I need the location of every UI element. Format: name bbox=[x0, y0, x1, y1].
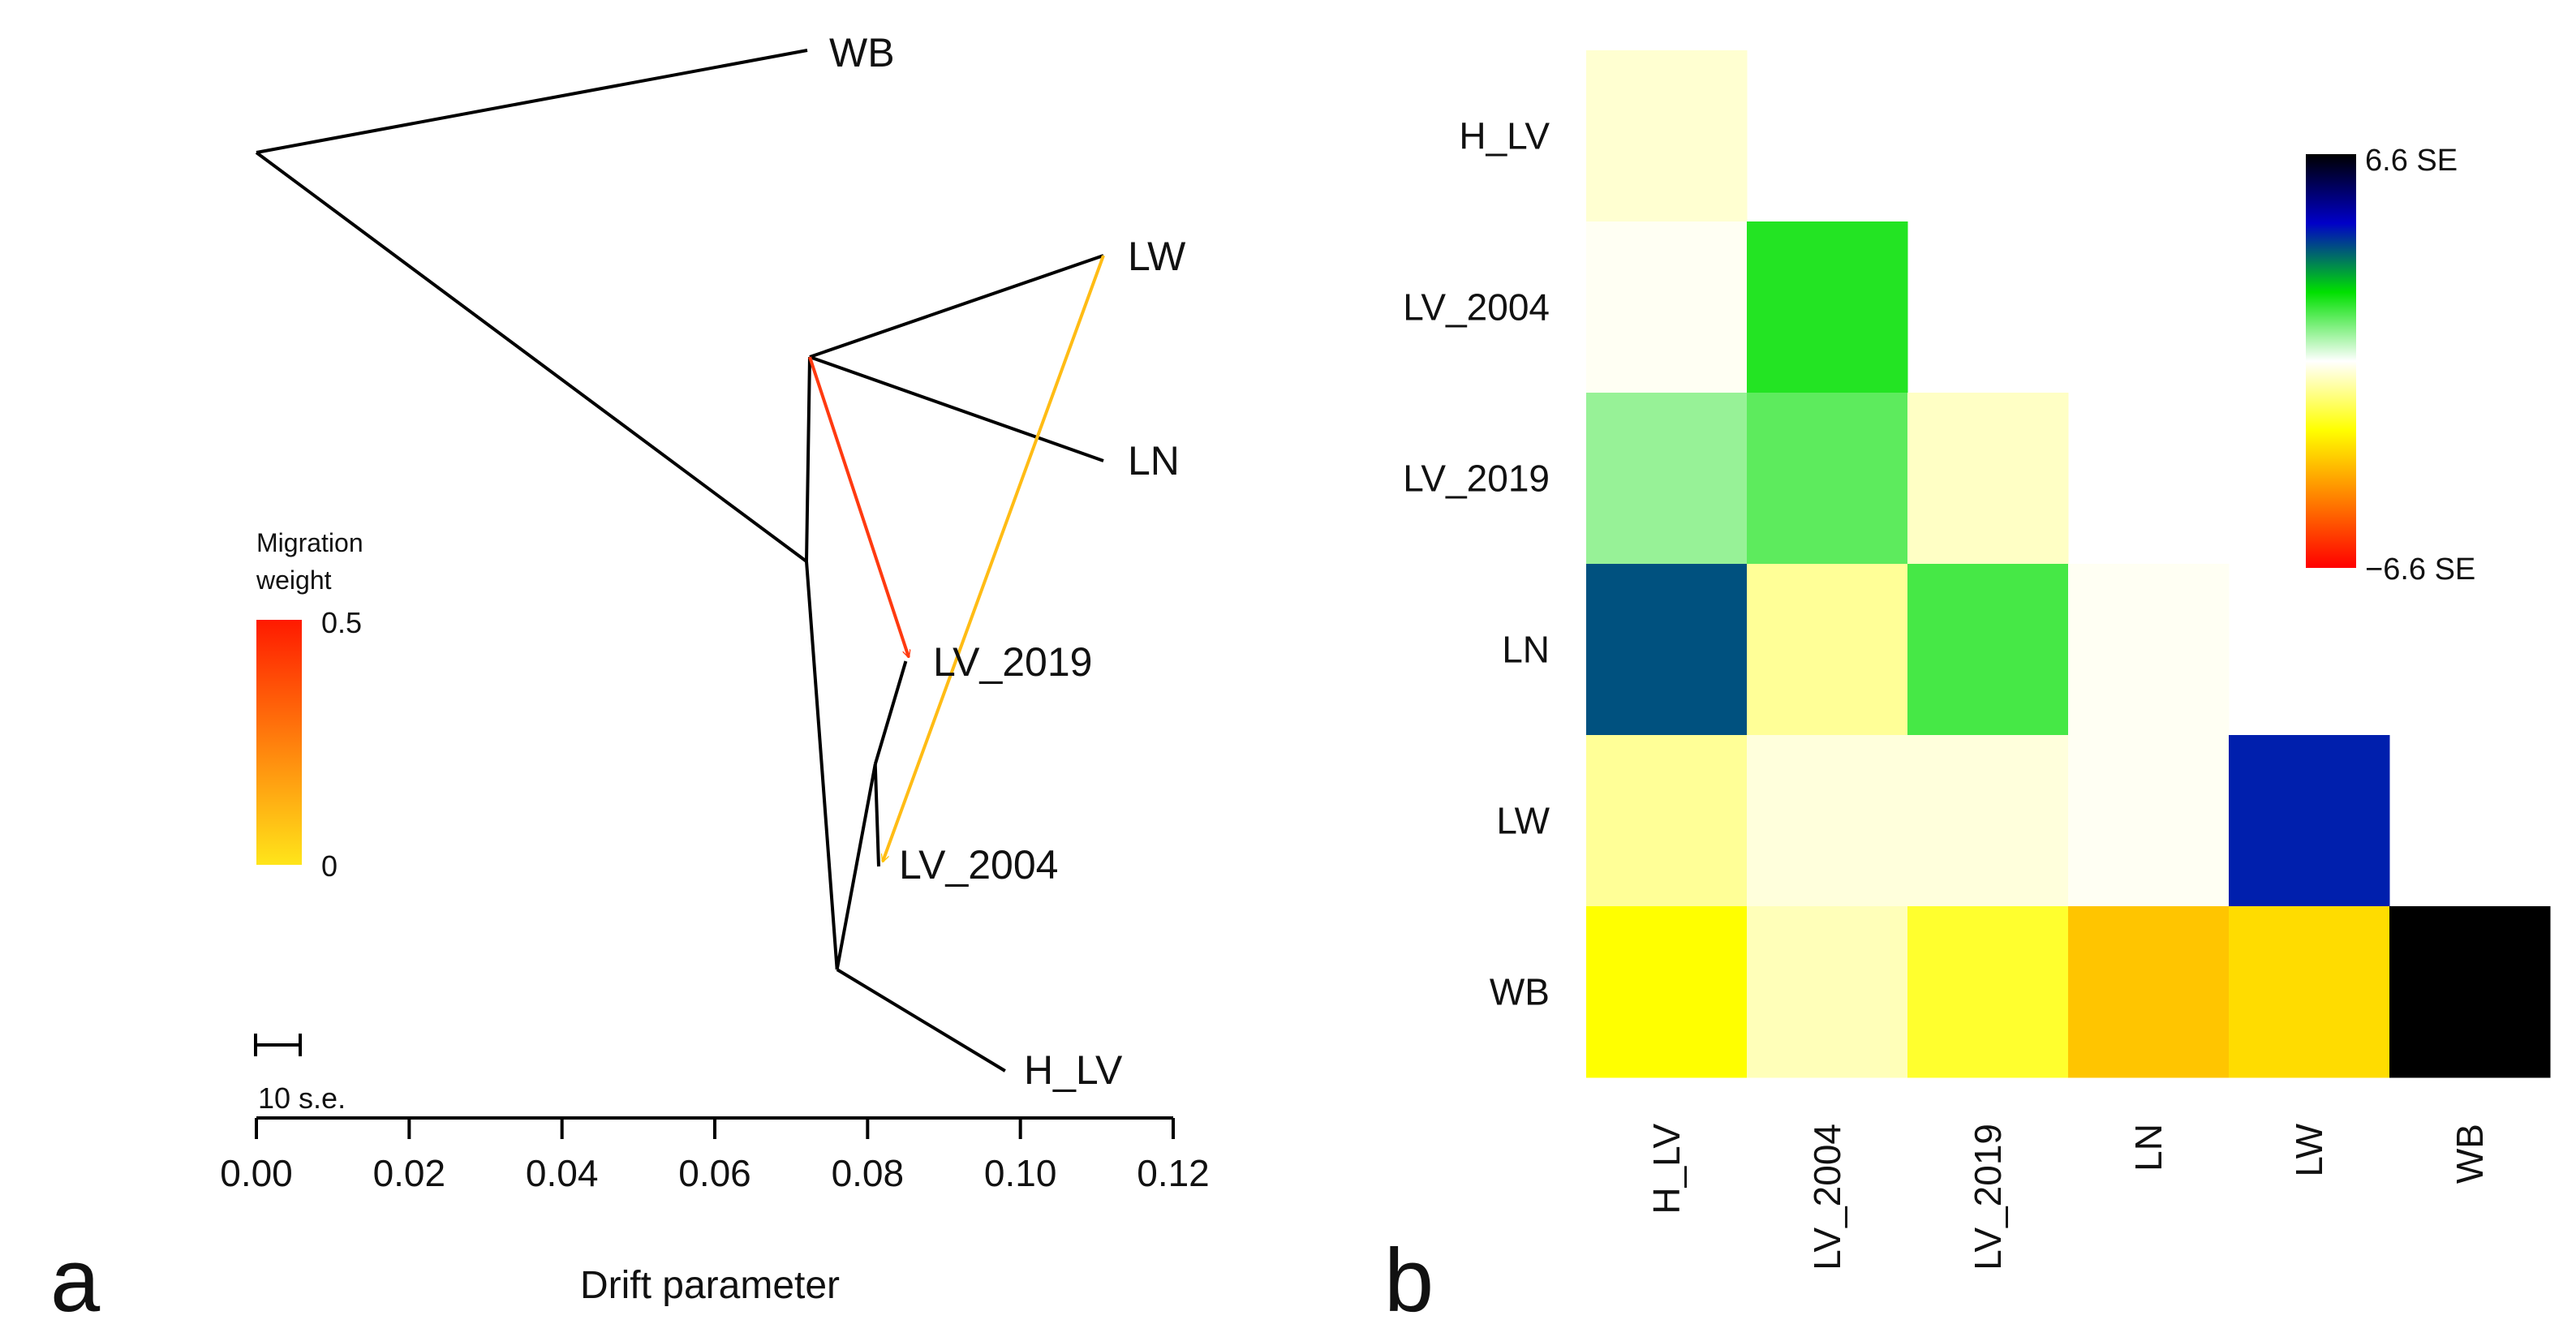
x-tick-label-1: 0.02 bbox=[373, 1152, 446, 1194]
leaf-label-LN: LN bbox=[1128, 438, 1180, 484]
x-axis: 0.00 0.02 0.04 0.06 0.08 0.10 0.12 bbox=[220, 1116, 1210, 1194]
panel-label-a: a bbox=[50, 1231, 101, 1331]
x-tick-label-4: 0.08 bbox=[832, 1152, 905, 1194]
leaf-label-LV_2004: LV_2004 bbox=[899, 842, 1058, 888]
tree-leaf-labels: WB LW LN LV_2019 LV_2004 H_LV bbox=[829, 30, 1186, 1093]
heatmap-cell-LW-LV_2019 bbox=[1907, 735, 2069, 907]
colorbar-max-label: 6.6 SE bbox=[2365, 144, 2458, 178]
migration-edge-LW-LV_2004 bbox=[883, 255, 1105, 862]
heatmap-col-label-WB: WB bbox=[2449, 1124, 2491, 1184]
heatmap-row-label-LW: LW bbox=[1496, 800, 1550, 842]
panel-b-heatmap: H_LV LV_2004 LV_2019 LN LW WB H_LV LV_2004 LV_2… bbox=[1384, 50, 2551, 1331]
scale-bar bbox=[254, 1034, 302, 1056]
heatmap-cell-LW-LN bbox=[2068, 735, 2230, 907]
heatmap-col-label-H_LV: H_LV bbox=[1645, 1124, 1688, 1214]
heatmap-cell-LW-LV_2004 bbox=[1747, 735, 1908, 907]
heatmap-col-labels: H_LV LV_2004 LV_2019 LN LW WB bbox=[1645, 1123, 2491, 1270]
colorbar-min-label: −6.6 SE bbox=[2365, 552, 2475, 587]
heatmap-cell-LV_2019-LV_2004 bbox=[1747, 393, 1908, 565]
heatmap-cell-H_LV-H_LV bbox=[1586, 50, 1748, 222]
migration-legend-colorbar bbox=[256, 620, 302, 865]
heatmap-cell-LV_2019-LV_2019 bbox=[1907, 393, 2069, 565]
x-tick-label-3: 0.06 bbox=[678, 1152, 751, 1194]
heatmap-cell-LW-LW bbox=[2229, 735, 2390, 907]
migration-legend-max: 0.5 bbox=[321, 606, 362, 639]
x-tick-label-6: 0.12 bbox=[1137, 1152, 1210, 1194]
heatmap-row-label-LV_2004: LV_2004 bbox=[1403, 286, 1550, 329]
tree-edge-root-WB bbox=[256, 49, 808, 154]
heatmap-cell-LW-H_LV bbox=[1586, 735, 1748, 907]
migration-legend-title-1: Migration bbox=[256, 528, 363, 557]
migration-legend-min: 0 bbox=[321, 849, 338, 883]
heatmap-cell-LN-LV_2019 bbox=[1907, 564, 2069, 736]
tree-edge-n4-LV_2004 bbox=[873, 763, 880, 867]
heatmap-cell-WB-LV_2004 bbox=[1747, 906, 1908, 1078]
heatmap-cell-WB-LN bbox=[2068, 906, 2230, 1078]
leaf-label-LV_2019: LV_2019 bbox=[933, 639, 1092, 685]
heatmap-cell-LN-LV_2004 bbox=[1747, 564, 1908, 736]
x-tick-label-5: 0.10 bbox=[984, 1152, 1057, 1194]
tree-edge-n4-LV_2019 bbox=[873, 660, 908, 765]
heatmap-col-label-LV_2004: LV_2004 bbox=[1806, 1124, 1848, 1270]
heatmap-cells bbox=[1586, 50, 2551, 1078]
heatmap-row-label-H_LV: H_LV bbox=[1459, 115, 1550, 157]
tree-edges bbox=[255, 49, 1104, 1073]
heatmap-colorbar bbox=[2306, 154, 2356, 568]
heatmap-cell-WB-LW bbox=[2229, 906, 2390, 1078]
tree-edge-n3-n4 bbox=[835, 763, 877, 970]
heatmap-row-label-LN: LN bbox=[1502, 629, 1550, 671]
heatmap-cell-LN-H_LV bbox=[1586, 564, 1748, 736]
heatmap-row-label-LV_2019: LV_2019 bbox=[1403, 458, 1550, 500]
leaf-label-WB: WB bbox=[829, 30, 895, 75]
leaf-label-LW: LW bbox=[1128, 234, 1186, 279]
heatmap-col-label-LW: LW bbox=[2288, 1123, 2330, 1176]
tree-edge-n2-LW bbox=[809, 254, 1104, 359]
heatmap-row-label-WB: WB bbox=[1490, 971, 1550, 1013]
heatmap-col-label-LV_2019: LV_2019 bbox=[1967, 1124, 2009, 1270]
x-tick-label-2: 0.04 bbox=[526, 1152, 599, 1194]
x-tick-label-0: 0.00 bbox=[220, 1152, 293, 1194]
x-axis-label: Drift parameter bbox=[580, 1264, 840, 1307]
heatmap-cell-LV_2004-LV_2004 bbox=[1747, 221, 1908, 393]
heatmap-cell-WB-LV_2019 bbox=[1907, 906, 2069, 1078]
heatmap-cell-LN-LN bbox=[2068, 564, 2230, 736]
heatmap-col-label-LN: LN bbox=[2127, 1124, 2170, 1171]
tree-edge-n1-n3 bbox=[805, 561, 839, 970]
tree-edge-root-n1 bbox=[255, 151, 808, 563]
heatmap-cell-WB-H_LV bbox=[1586, 906, 1748, 1078]
heatmap-cell-LV_2019-H_LV bbox=[1586, 393, 1748, 565]
migration-edge-n2-LV_2019 bbox=[808, 356, 909, 657]
heatmap-cell-LV_2004-H_LV bbox=[1586, 221, 1748, 393]
migration-legend-title-2: weight bbox=[256, 565, 332, 595]
tree-edge-n3-H_LV bbox=[836, 968, 1006, 1073]
scale-bar-label: 10 s.e. bbox=[258, 1081, 346, 1115]
tree-edge-n2-LN bbox=[809, 355, 1104, 462]
panel-label-b: b bbox=[1384, 1231, 1434, 1331]
heatmap-row-labels: H_LV LV_2004 LV_2019 LN LW WB bbox=[1403, 115, 1550, 1013]
tree-migrations bbox=[808, 255, 1105, 862]
leaf-label-H_LV: H_LV bbox=[1024, 1047, 1123, 1093]
tree-edge-n1-n2 bbox=[805, 356, 811, 562]
heatmap-cell-WB-WB bbox=[2389, 906, 2551, 1078]
